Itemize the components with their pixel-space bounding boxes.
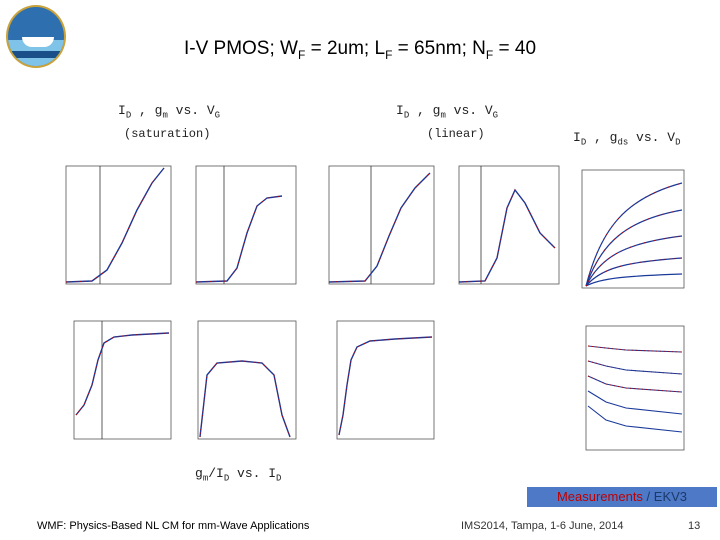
plot-gds-vd [566, 316, 690, 464]
title-part: = 65nm; N [392, 38, 486, 59]
plot-gm-vg-sat [182, 148, 302, 298]
title-part: = 2um; L [305, 38, 386, 59]
plot-gmid-id-svg [197, 320, 297, 440]
linear-label: ID , gm vs. VG [396, 103, 499, 121]
title-part: I-V PMOS; W [183, 38, 298, 59]
footer-conference: IMS2014, Tampa, 1-6 June, 2014 [461, 520, 624, 532]
plot-gm-vg-lin-svg [458, 165, 560, 285]
plot-log-id-vg-lin [315, 305, 440, 455]
plot-id-vg-sat [52, 148, 177, 298]
title-part: = 40 [493, 38, 537, 59]
gmid-label: gm/ID vs. ID [195, 466, 282, 484]
legend: Measurements / EKV3 [527, 489, 717, 504]
saturation-label: ID , gm vs. VG [118, 103, 221, 121]
slide-title: I-V PMOS; WF = 2um; LF = 65nm; NF = 40 [0, 38, 720, 62]
plot-gmid-id [182, 305, 302, 455]
legend-measurements: Measurements [556, 489, 643, 504]
plot-id-vg-sat-svg [65, 165, 172, 285]
legend-background [527, 487, 717, 507]
logo-boat [22, 37, 54, 47]
linear-note: (linear) [427, 127, 485, 141]
footer-left: WMF: Physics-Based NL CM for mm-Wave App… [37, 520, 310, 532]
conference-logo [6, 5, 66, 68]
plot-log-id-vg-lin-svg [336, 320, 435, 440]
title-sub: F [297, 47, 306, 62]
legend-separator: / [642, 489, 654, 504]
plot-gds-vd-svg [585, 325, 685, 451]
title-sub: F [485, 47, 494, 62]
page-number: 13 [688, 520, 701, 532]
saturation-note: (saturation) [124, 127, 211, 141]
legend-model: EKV3 [653, 489, 688, 504]
plot-id-vd [566, 158, 690, 300]
logo-band [12, 51, 60, 58]
plot-gm-vg-lin [445, 148, 565, 298]
output-label: ID , gds vs. VD [573, 130, 681, 148]
plot-log-id-vg-sat-svg [73, 320, 172, 440]
title-sub: F [385, 47, 393, 62]
plot-id-vd-svg [581, 169, 685, 289]
plot-log-id-vg-sat [52, 305, 177, 455]
plot-gm-vg-sat-svg [195, 165, 297, 285]
plot-id-vg-lin [315, 148, 440, 298]
plot-id-vg-lin-svg [328, 165, 435, 285]
